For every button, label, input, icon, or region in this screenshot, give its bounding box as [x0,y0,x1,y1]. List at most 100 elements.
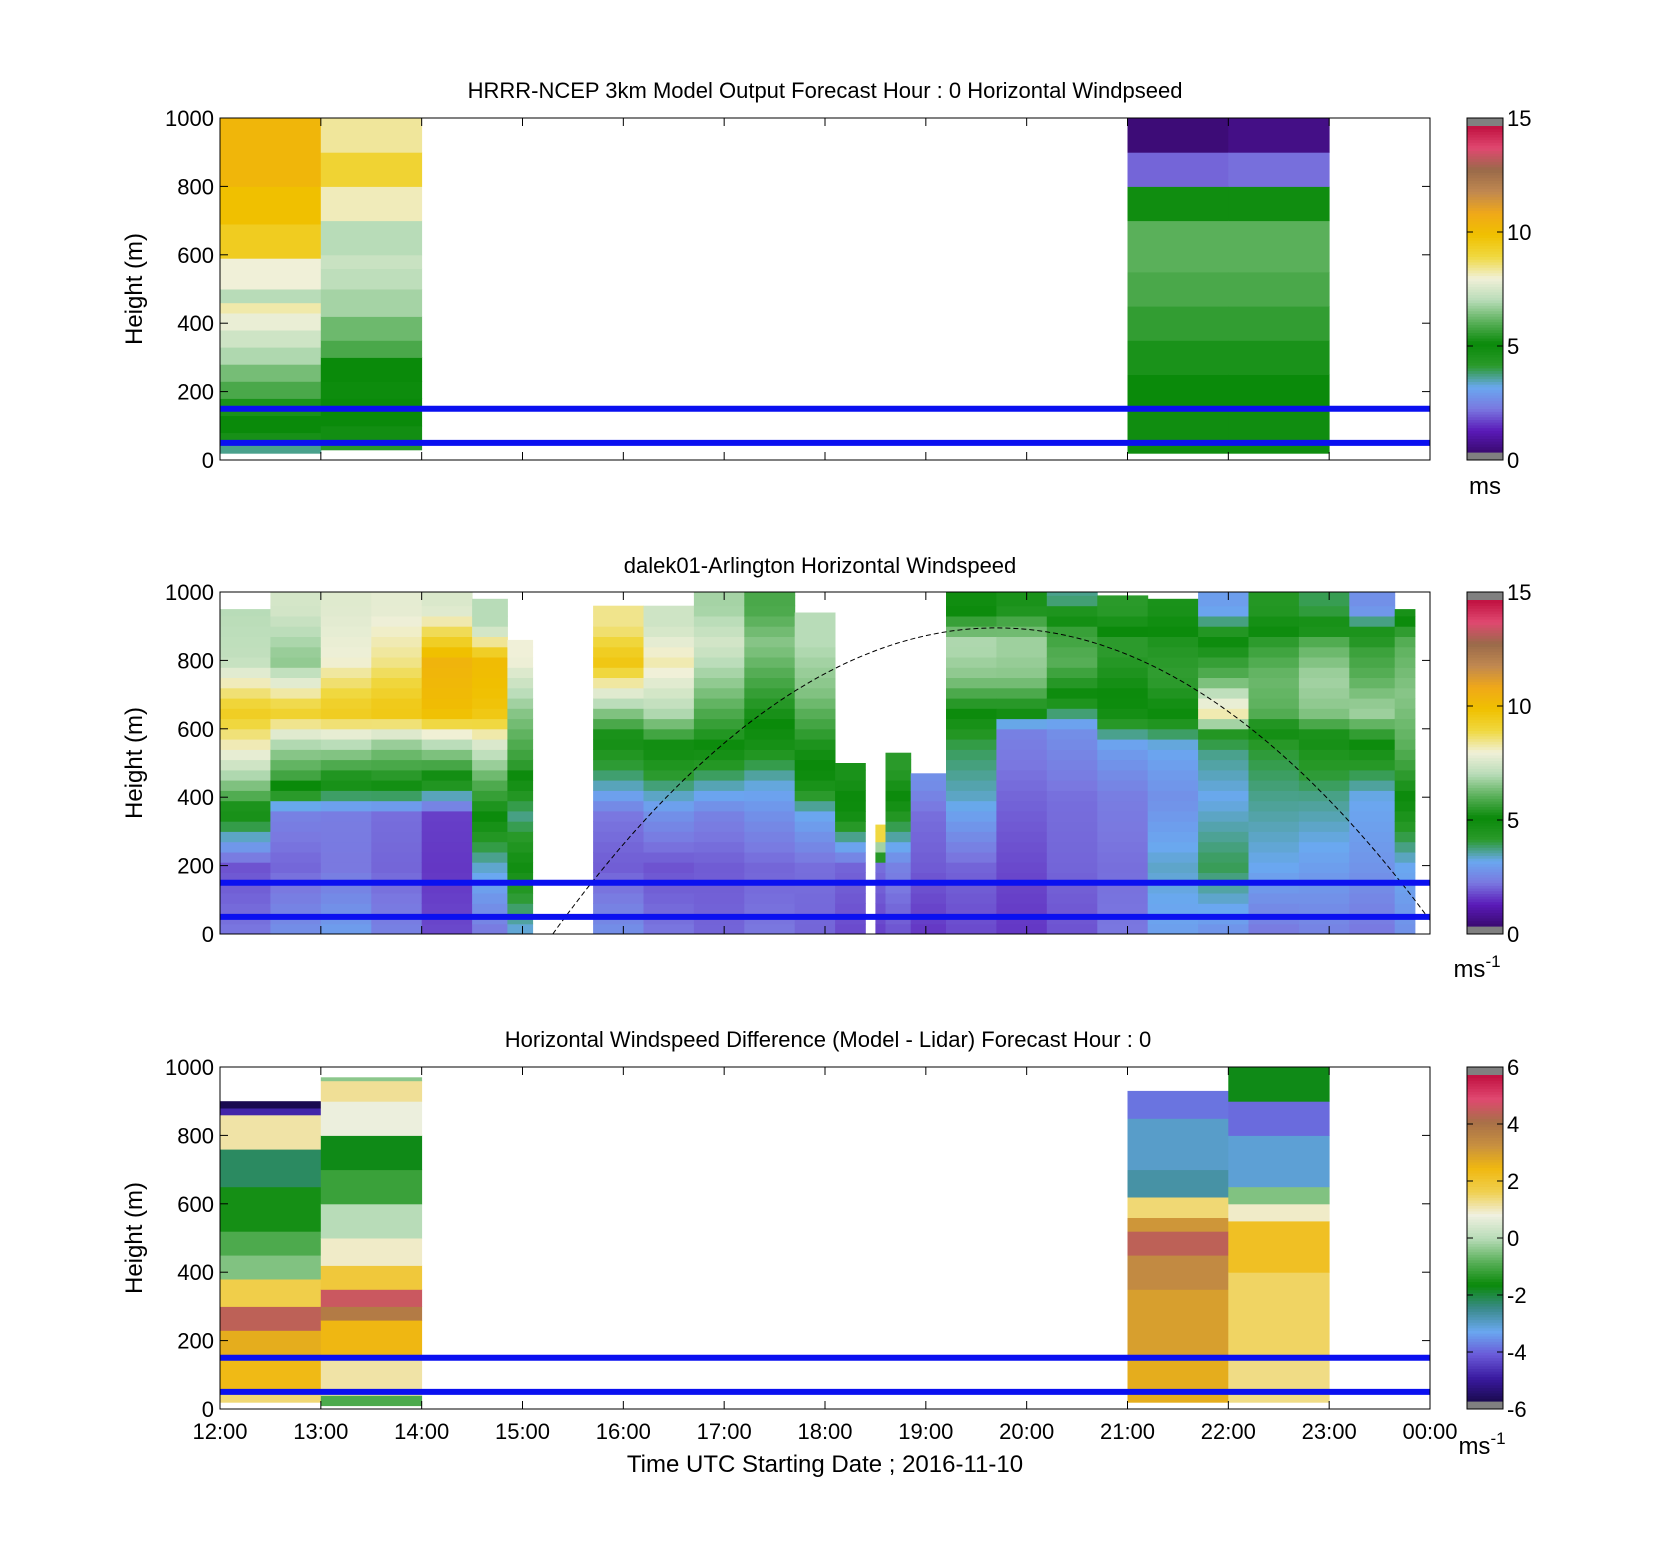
colorbar-swatch [1467,302,1503,306]
heatmap-cell [1228,1220,1330,1273]
colorbar-swatch [1467,1172,1503,1177]
heatmap-cell [693,595,745,607]
heatmap-cell [794,821,836,832]
heatmap-cell [1046,749,1098,761]
heatmap-cell [320,739,372,750]
heatmap-cell [1349,718,1396,730]
colorbar-swatch [1467,348,1503,353]
colorbar-swatch [1467,193,1503,198]
colorbar-swatch [1467,191,1503,195]
heatmap-cell [885,790,912,802]
heatmap-cell [910,780,947,791]
heatmap-cell [1248,790,1300,802]
heatmap-cell [1198,718,1249,730]
heatmap-cell [643,893,695,904]
y-tick-label: 800 [177,174,214,199]
heatmap-cell [946,626,997,637]
heatmap-cell [507,687,534,699]
colorbar-swatch [1467,1292,1503,1296]
colorbar-swatch [1467,1199,1503,1204]
colorbar-swatch [1467,635,1503,639]
heatmap-cell [643,657,695,668]
heatmap-cell [1198,800,1249,812]
colorbar-swatch [1467,1094,1503,1098]
colorbar-cap [1467,926,1503,934]
colorbar-swatch [1467,896,1503,900]
heatmap-cell [1046,708,1098,720]
heatmap-cell [693,698,745,709]
heatmap-cell [744,749,796,761]
colorbar-swatch [1467,1240,1503,1245]
heatmap-cell [1248,636,1300,648]
heatmap-cell [320,1077,423,1082]
heatmap-cell [270,728,322,740]
heatmap-cell [1097,872,1149,884]
heatmap-cell [946,780,997,791]
heatmap-cell [1097,923,1149,934]
heatmap-cell [643,615,695,627]
heatmap-cell [220,893,271,904]
heatmap-cell [593,698,644,709]
heatmap-cell [1248,759,1300,771]
heatmap-cell [371,800,423,812]
heatmap-cell [1298,759,1350,771]
heatmap-cell [1228,408,1330,454]
heatmap-cell [1349,605,1396,617]
heatmap-cell [220,1279,322,1307]
heatmap-cell [507,749,534,761]
heatmap-cell [320,1306,423,1321]
heatmap-cell [794,800,836,812]
colorbar-swatch [1467,373,1503,377]
colorbar-swatch [1467,1243,1503,1247]
heatmap-cell [1298,903,1350,914]
heatmap-cell [593,636,644,648]
reference-lines [220,405,1430,446]
heatmap-cell [643,800,695,812]
heatmap-cell [794,615,836,627]
colorbar-swatch [1467,229,1503,233]
heatmap-cell [946,718,997,730]
heatmap-cell [507,728,534,740]
heatmap-cell [1046,718,1098,730]
heatmap-cell [220,923,271,934]
y-tick-label: 600 [177,243,214,268]
heatmap-cell [270,749,322,761]
heatmap-cell [1147,687,1199,699]
heatmap-cell [270,739,322,750]
heatmap-cell [270,831,322,843]
heatmap-cell [744,759,796,771]
colorbar-swatch [1467,1194,1503,1198]
panel-title: Horizontal Windspeed Difference (Model -… [505,1027,1151,1052]
heatmap-cell [270,790,322,802]
heatmap-cell [1046,646,1098,658]
heatmap-cell [270,841,322,853]
heatmap-cell [1394,872,1416,884]
heatmap-cell [996,821,1048,832]
heatmap-cell [220,1357,322,1389]
heatmap-cell [910,862,947,873]
heatmap-cell [371,893,423,904]
heatmap-cell [1394,790,1416,802]
heatmap-cell [421,626,473,637]
colorbar-swatch [1467,860,1503,865]
heatmap-cell [996,708,1048,720]
heatmap-cell [643,687,695,699]
colorbar-swatch [1467,923,1503,927]
heatmap-cell [1198,882,1249,894]
y-tick-label: 600 [177,1192,214,1217]
heatmap-cell [320,152,423,187]
colorbar-swatch [1467,400,1503,404]
colorbar-swatch [1467,711,1503,715]
colorbar-swatch [1467,264,1503,268]
colorbar-swatch [1467,1324,1503,1329]
heatmap-cell [1198,841,1249,853]
heatmap-cell [1394,851,1416,863]
heatmap-cell [693,821,745,832]
heatmap-cell [1046,800,1098,812]
x-tick-label: 12:00 [192,1419,247,1444]
heatmap-cell [320,657,372,668]
colorbar-swatch [1467,1338,1503,1342]
colorbar-swatch [1467,773,1503,778]
heatmap-cell [875,841,886,853]
heatmap-cell [1298,605,1350,617]
